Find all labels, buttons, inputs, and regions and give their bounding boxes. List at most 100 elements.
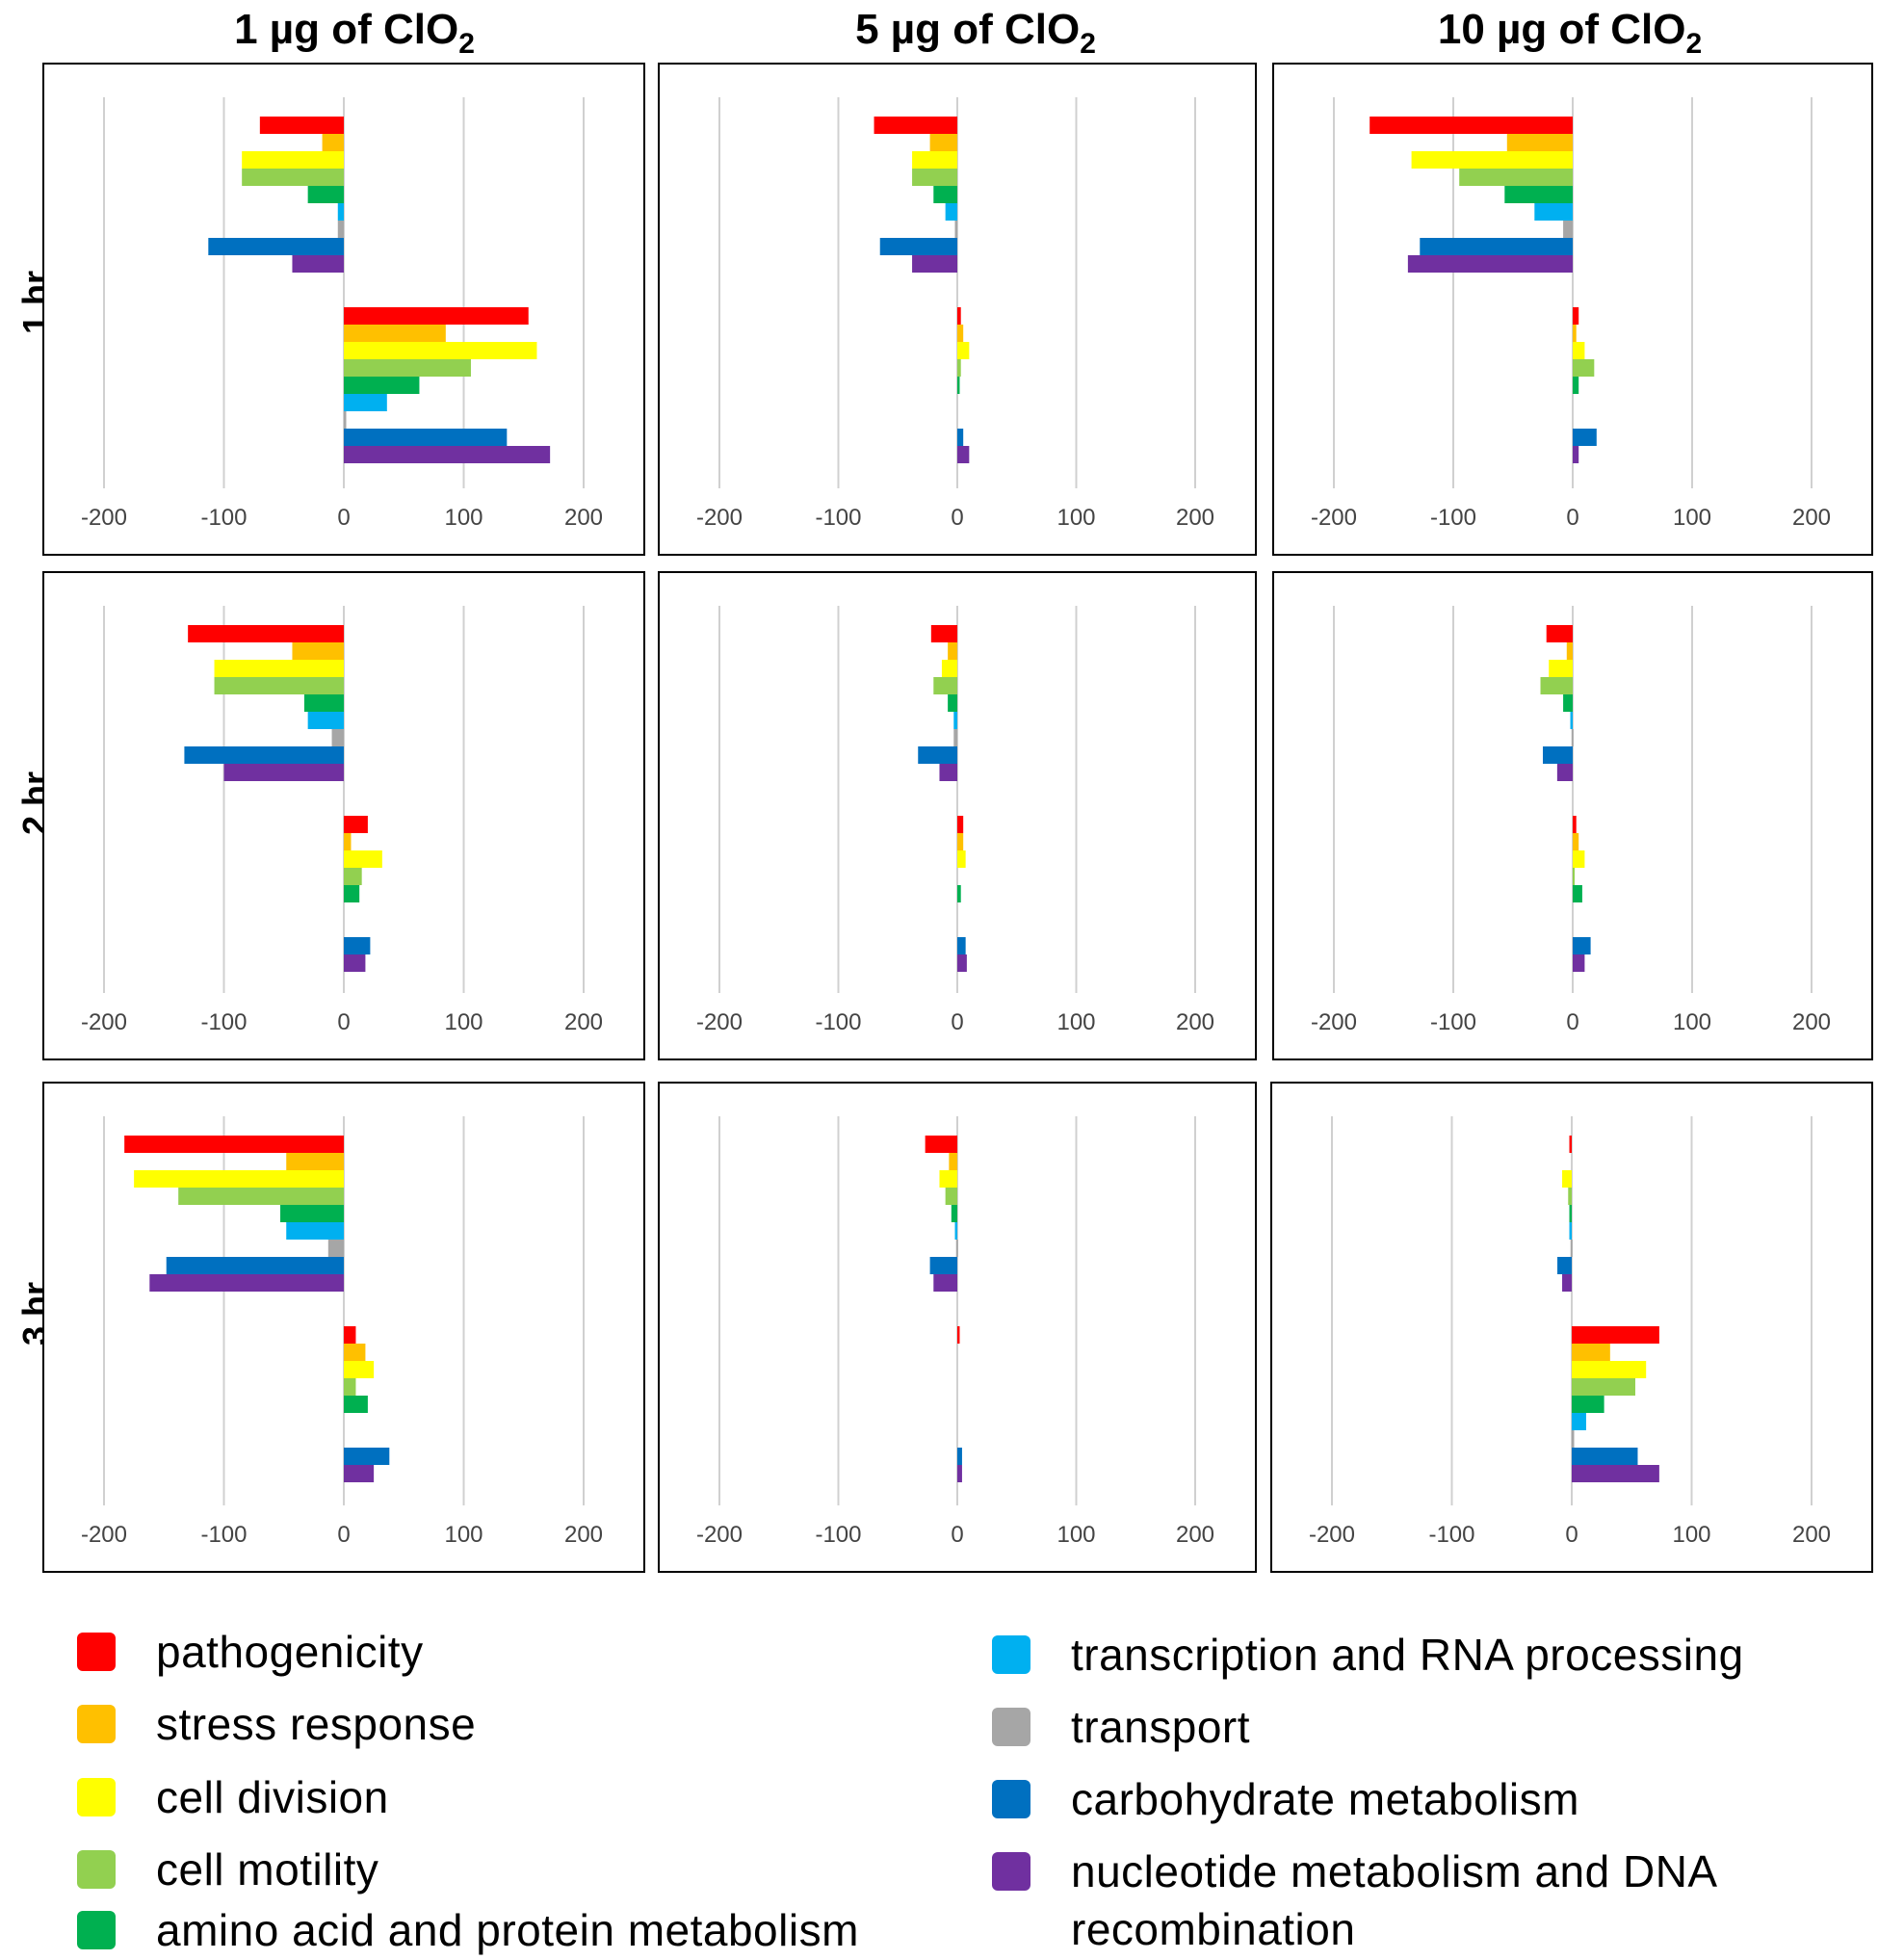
x-tick-label: 100 <box>1672 1522 1710 1548</box>
x-tick-label: -100 <box>815 1522 861 1548</box>
bar-down-transcription-and-rna-processing <box>286 1222 344 1240</box>
bar-up-cell-motility <box>1572 1378 1635 1396</box>
bar-up-carbohydrate-metabolism <box>957 937 966 954</box>
column-header-10ug: 10 µg of ClO2 <box>1271 0 1868 60</box>
chart-panel-10ug-3hr: -200 -100 0 100 200 <box>1270 1082 1873 1573</box>
bar-up-stress-response <box>957 325 964 342</box>
bar-up-cell-division <box>344 850 382 868</box>
x-tick-label: -200 <box>81 505 127 531</box>
x-tick-label: 0 <box>337 1522 350 1548</box>
x-tick-label: 200 <box>564 505 603 531</box>
bar-up-amino-acid-and-protein-metabolism <box>1573 377 1579 394</box>
x-tick-label: 200 <box>1792 1009 1831 1035</box>
legend-label: pathogenicity <box>156 1627 424 1677</box>
bar-down-stress-response <box>949 1153 957 1170</box>
bar-up-pathogenicity <box>1572 1326 1659 1344</box>
bar-down-carbohydrate-metabolism <box>1557 1257 1572 1274</box>
x-tick-label: 200 <box>564 1522 603 1548</box>
bar-down-cell-division <box>1411 151 1573 169</box>
bar-down-pathogenicity <box>1569 1136 1572 1153</box>
bar-up-nucleotide-metabolism-and-dna-recombination <box>344 446 551 463</box>
x-tick-label: 200 <box>1792 1522 1831 1548</box>
x-tick-label: 0 <box>1566 505 1578 531</box>
bar-down-pathogenicity <box>188 625 344 642</box>
bar-down-carbohydrate-metabolism <box>208 238 344 255</box>
legend-swatch <box>992 1708 1030 1746</box>
bar-down-transcription-and-rna-processing <box>1569 1222 1572 1240</box>
legend-item-stress-response: stress response <box>77 1695 476 1753</box>
bar-down-cell-division <box>1562 1170 1572 1188</box>
bar-down-pathogenicity <box>925 1136 957 1153</box>
legend-label: transcription and RNA processing <box>1071 1630 1744 1680</box>
x-tick-label: 200 <box>1176 505 1214 531</box>
x-tick-label: -100 <box>815 505 861 531</box>
x-tick-label: -200 <box>696 505 743 531</box>
bar-up-nucleotide-metabolism-and-dna-recombination <box>1573 954 1585 972</box>
x-tick-label: 0 <box>951 505 963 531</box>
legend-label: amino acid and protein metabolism <box>156 1905 859 1955</box>
bar-down-nucleotide-metabolism-and-dna-recombination <box>1556 764 1573 781</box>
bar-up-nucleotide-metabolism-and-dna-recombination <box>957 446 970 463</box>
x-tick-label: 100 <box>1056 1009 1095 1035</box>
bar-down-cell-motility <box>178 1188 344 1205</box>
legend-label: stress response <box>156 1699 477 1749</box>
bar-up-carbohydrate-metabolism <box>957 1448 962 1465</box>
x-tick-label: 100 <box>444 1522 483 1548</box>
x-tick-label: -200 <box>1311 505 1357 531</box>
bar-up-carbohydrate-metabolism <box>957 429 964 446</box>
x-tick-label: 0 <box>337 505 350 531</box>
x-tick-label: 100 <box>444 505 483 531</box>
bar-up-stress-response <box>344 325 446 342</box>
bar-down-carbohydrate-metabolism <box>918 746 957 764</box>
column-header-subscript: 2 <box>1685 27 1703 60</box>
legend-label: transport <box>1071 1702 1251 1752</box>
bar-down-stress-response <box>948 642 957 660</box>
column-header-subscript: 2 <box>1080 27 1096 60</box>
bar-up-cell-motility <box>344 1378 356 1396</box>
x-tick-label: 100 <box>444 1009 483 1035</box>
bar-down-transcription-and-rna-processing <box>954 1222 957 1240</box>
legend-swatch <box>992 1635 1030 1674</box>
bar-up-cell-division <box>344 1361 375 1378</box>
bar-up-amino-acid-and-protein-metabolism <box>344 885 360 902</box>
bar-up-cell-motility <box>957 359 961 377</box>
legend-item-cell-division: cell division <box>77 1768 389 1826</box>
bar-down-cell-division <box>134 1170 344 1188</box>
bar-up-pathogenicity <box>344 816 368 833</box>
bar-down-amino-acid-and-protein-metabolism <box>307 186 344 203</box>
x-tick-label: -100 <box>200 505 247 531</box>
legend-label: cell motility <box>156 1844 379 1895</box>
bar-down-transcription-and-rna-processing <box>945 203 957 221</box>
legend: pathogenicity stress response cell divis… <box>0 1608 1878 1960</box>
bar-down-cell-motility <box>933 677 957 694</box>
x-tick-label: -100 <box>1428 1522 1474 1548</box>
bar-down-pathogenicity <box>1546 625 1573 642</box>
legend-swatch <box>77 1911 116 1949</box>
bar-up-pathogenicity <box>957 307 961 325</box>
bar-down-transport <box>327 1240 344 1257</box>
legend-item-cell-motility: cell motility <box>77 1841 378 1898</box>
panel-svg: -200 -100 0 100 200 <box>696 606 1214 1035</box>
bar-down-amino-acid-and-protein-metabolism <box>280 1205 344 1222</box>
bar-down-carbohydrate-metabolism <box>1420 238 1573 255</box>
x-tick-label: 0 <box>1566 1009 1578 1035</box>
bar-down-carbohydrate-metabolism <box>929 1257 957 1274</box>
bar-up-carbohydrate-metabolism <box>344 429 508 446</box>
column-header-5ug: 5 µg of ClO2 <box>677 0 1274 60</box>
x-tick-label: 200 <box>1176 1009 1214 1035</box>
legend-item-carbohydrate: carbohydrate metabolism <box>992 1770 1579 1828</box>
bar-down-nucleotide-metabolism-and-dna-recombination <box>149 1274 344 1292</box>
bar-up-transport <box>1572 1430 1575 1448</box>
x-tick-label: -200 <box>81 1522 127 1548</box>
bar-down-amino-acid-and-protein-metabolism <box>951 1205 957 1222</box>
bar-up-cell-division <box>344 342 537 359</box>
x-tick-label: 200 <box>1792 505 1831 531</box>
x-tick-label: 0 <box>337 1009 350 1035</box>
column-header-subscript: 2 <box>458 27 475 60</box>
bar-down-carbohydrate-metabolism <box>879 238 957 255</box>
bar-up-nucleotide-metabolism-and-dna-recombination <box>1573 446 1579 463</box>
bar-up-cell-division <box>957 342 970 359</box>
bar-up-cell-motility <box>1573 359 1595 377</box>
column-header-text: 10 µg of ClO <box>1437 6 1686 53</box>
bar-down-stress-response <box>322 134 344 151</box>
